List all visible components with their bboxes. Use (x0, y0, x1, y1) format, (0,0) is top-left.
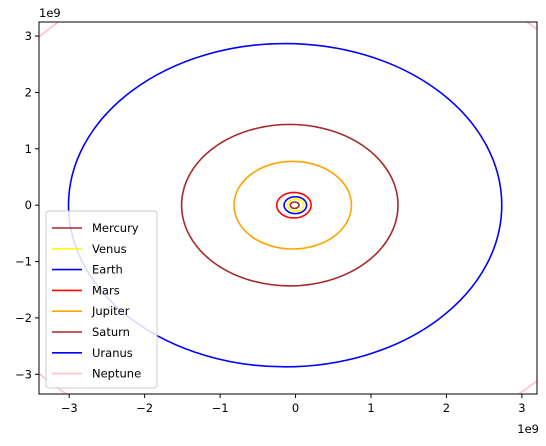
x-axis-ticks: −3 −2 −1 0 1 2 3 (61, 394, 526, 415)
orbit-venus (286, 198, 305, 213)
x-tick-label: 3 (518, 401, 525, 415)
x-tick-label: −3 (61, 401, 78, 415)
orbit-jupiter (233, 160, 353, 250)
y-tick-label: 3 (25, 29, 32, 43)
y-tick-label: −2 (15, 311, 32, 325)
legend: Mercury Venus Earth Mars Jupiter Saturn Uranus… (45, 210, 158, 389)
x-tick-label: −2 (136, 401, 153, 415)
orbit-saturn (180, 123, 399, 287)
y-offset-label: 1e9 (39, 6, 61, 20)
x-tick-label: 0 (292, 401, 299, 415)
x-tick-label: 1 (367, 401, 374, 415)
legend-label-venus: Venus (92, 242, 127, 256)
orbit-mars (275, 191, 312, 219)
y-tick-label: −3 (15, 367, 32, 381)
legend-box (45, 210, 158, 389)
legend-label-mars: Mars (92, 283, 120, 297)
y-tick-label: 2 (25, 85, 32, 99)
y-tick-label: 0 (25, 198, 32, 212)
x-tick-label: −1 (212, 401, 229, 415)
orbit-mercury (289, 201, 300, 210)
x-tick-label: 2 (443, 401, 450, 415)
y-axis-ticks: −3 −2 −1 0 1 2 3 (15, 29, 39, 381)
orbit-uranus (67, 42, 503, 368)
legend-label-earth: Earth (92, 263, 123, 277)
y-tick-label: −1 (15, 255, 32, 269)
legend-label-jupiter: Jupiter (91, 304, 130, 318)
x-offset-label: 1e9 (517, 422, 539, 436)
legend-label-uranus: Uranus (92, 346, 133, 360)
legend-label-mercury: Mercury (92, 221, 139, 235)
legend-label-neptune: Neptune (92, 367, 141, 381)
orbit-earth (283, 195, 308, 215)
plot-frame (38, 21, 538, 395)
legend-label-saturn: Saturn (92, 325, 130, 339)
y-tick-label: 1 (25, 142, 32, 156)
